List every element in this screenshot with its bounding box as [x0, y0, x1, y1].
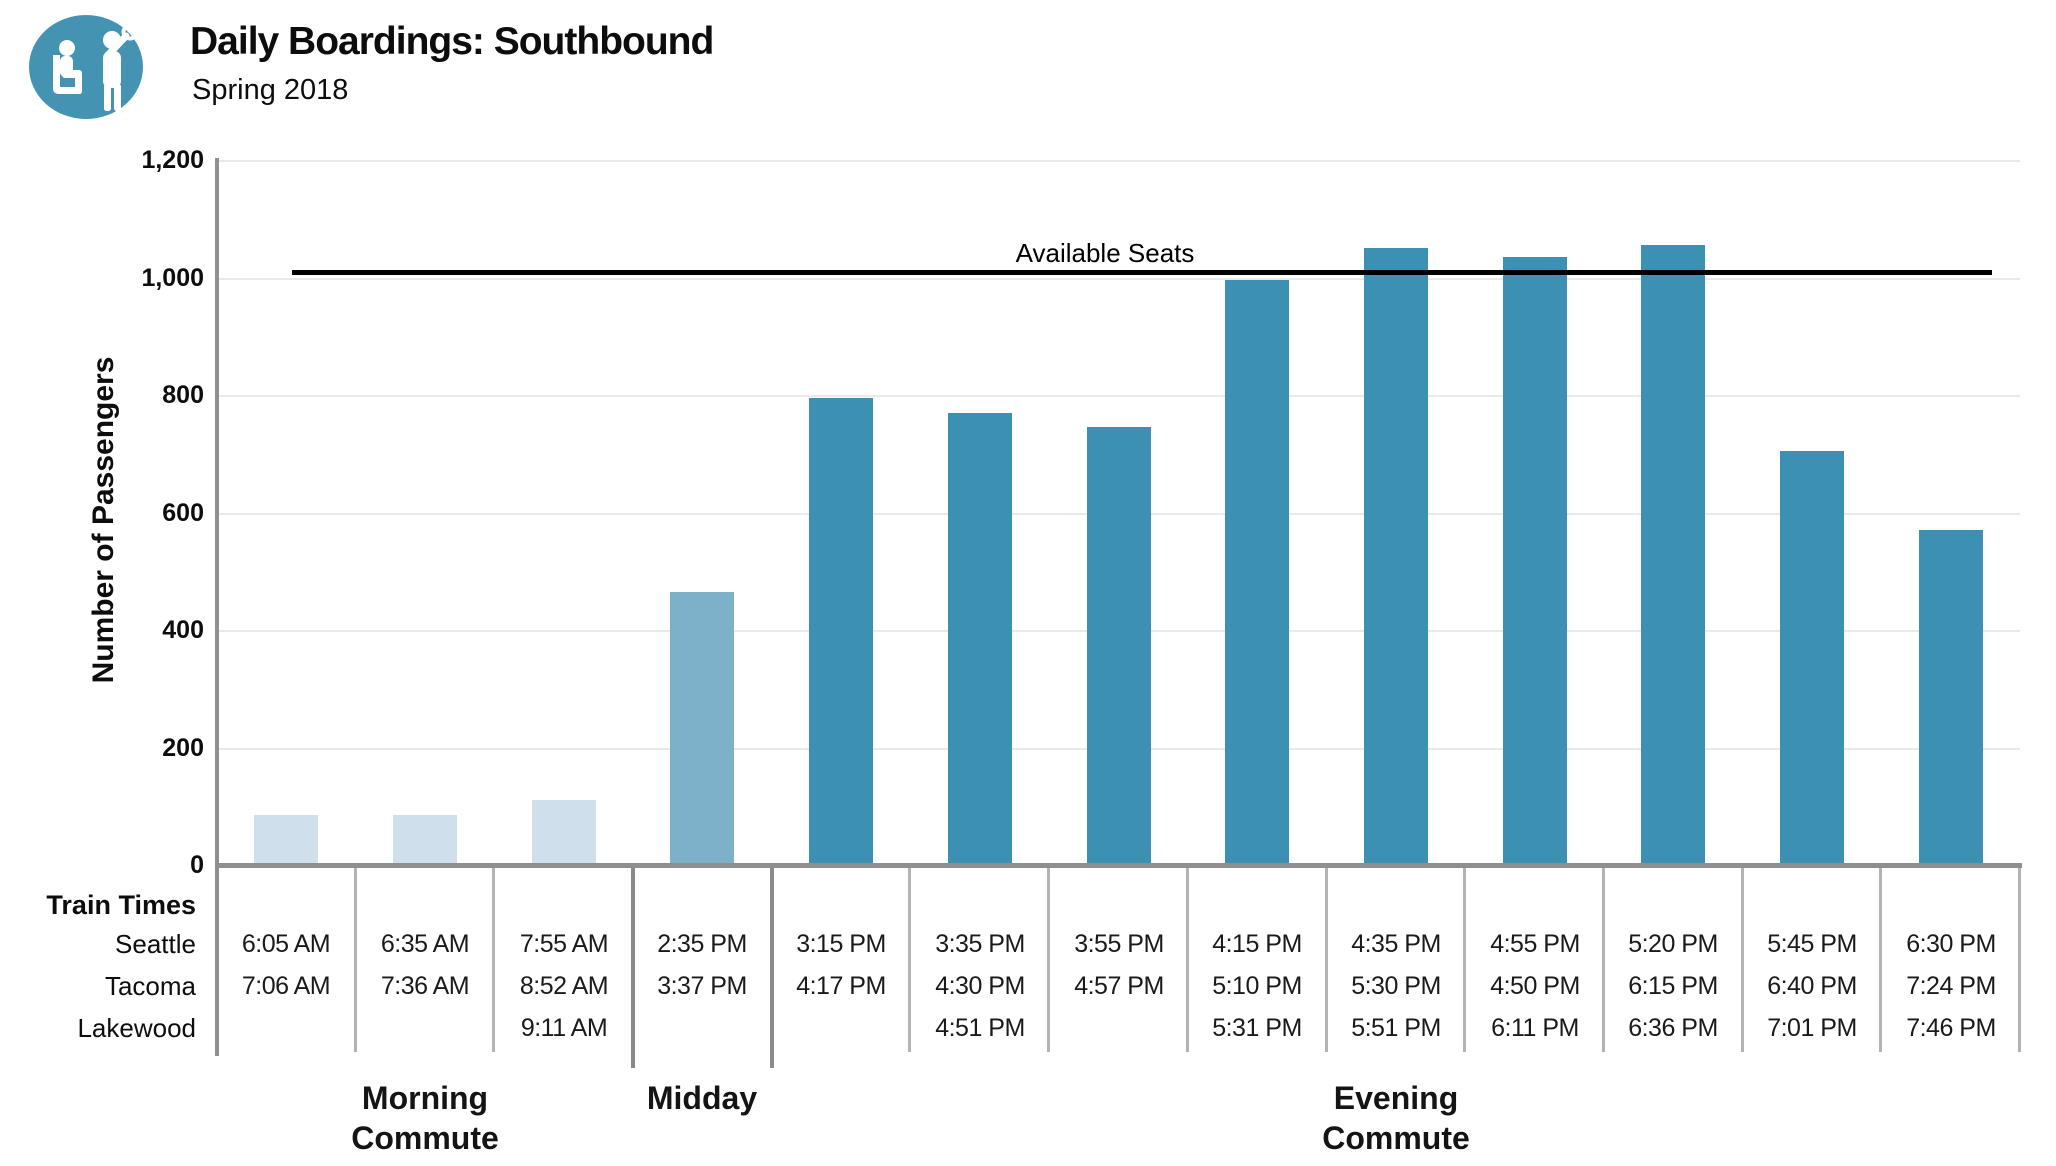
bar-midday [670, 592, 734, 864]
bar-evening [948, 413, 1012, 864]
grid-line [219, 278, 2020, 280]
train-time-cell: 5:30 PM [1351, 972, 1441, 1000]
y-axis-line [215, 158, 219, 1056]
period-group-label: Evening Commute [1322, 1080, 1470, 1156]
station-row-label: Tacoma [104, 971, 196, 1001]
bar-evening [809, 398, 873, 864]
bar-evening [1364, 248, 1428, 864]
table-column-divider [1047, 868, 1050, 1052]
station-row-label: Lakewood [77, 1013, 196, 1043]
page-subtitle: Spring 2018 [192, 74, 349, 106]
train-time-cell: 3:37 PM [657, 972, 747, 1000]
train-times-header: Train Times [46, 890, 196, 920]
train-time-cell: 6:30 PM [1906, 930, 1996, 958]
table-column-divider [1186, 868, 1189, 1052]
period-group-label: Midday [646, 1080, 758, 1116]
table-column-divider [1602, 868, 1605, 1052]
train-time-cell: 6:05 AM [241, 930, 331, 958]
train-time-cell: 4:51 PM [935, 1014, 1025, 1042]
train-time-cell: 5:20 PM [1628, 930, 1718, 958]
train-time-cell: 7:55 AM [519, 930, 609, 958]
bar-evening [1503, 257, 1567, 864]
table-column-divider [1325, 868, 1328, 1052]
train-time-cell: 4:17 PM [796, 972, 886, 1000]
train-time-cell: 7:24 PM [1906, 972, 1996, 1000]
grid-line [219, 395, 2020, 397]
grid-line [219, 160, 2020, 162]
y-tick-label: 400 [162, 616, 204, 644]
available-seats-label: Available Seats [1015, 238, 1195, 268]
table-column-divider [1879, 868, 1882, 1052]
bar-morning [532, 800, 596, 864]
train-time-cell: 5:45 PM [1767, 930, 1857, 958]
bar-evening [1780, 451, 1844, 864]
table-column-divider [770, 868, 774, 1068]
table-column-divider [354, 868, 357, 1052]
period-group-label: Morning Commute [351, 1080, 499, 1156]
train-time-cell: 4:35 PM [1351, 930, 1441, 958]
train-time-cell: 5:51 PM [1351, 1014, 1441, 1042]
y-tick-label: 1,200 [141, 146, 204, 174]
bar-evening [1641, 245, 1705, 864]
train-time-cell: 3:55 PM [1074, 930, 1164, 958]
train-time-cell: 6:40 PM [1767, 972, 1857, 1000]
x-axis-baseline [215, 863, 2022, 868]
train-time-cell: 6:15 PM [1628, 972, 1718, 1000]
train-time-cell: 7:06 AM [241, 972, 331, 1000]
train-time-cell: 6:11 PM [1491, 1014, 1579, 1042]
train-time-cell: 7:36 AM [380, 972, 470, 1000]
table-column-divider [2018, 868, 2021, 1052]
train-time-cell: 4:50 PM [1490, 972, 1580, 1000]
train-time-cell: 9:11 AM [520, 1014, 608, 1042]
train-time-cell: 6:35 AM [380, 930, 470, 958]
train-time-cell: 4:15 PM [1212, 930, 1302, 958]
y-tick-label: 1,000 [141, 264, 204, 292]
table-column-divider [1463, 868, 1466, 1052]
train-time-cell: 4:30 PM [935, 972, 1025, 1000]
table-column-divider [908, 868, 911, 1052]
station-row-label: Seattle [115, 929, 196, 959]
y-tick-label: 0 [190, 851, 204, 879]
bar-morning [254, 815, 318, 864]
y-tick-label: 800 [162, 381, 204, 409]
transit-rider-icon [24, 8, 148, 131]
available-seats-line [292, 270, 1992, 275]
y-tick-label: 200 [162, 734, 204, 762]
train-time-cell: 3:15 PM [796, 930, 886, 958]
bar-morning [393, 815, 457, 864]
train-time-cell: 5:10 PM [1212, 972, 1302, 1000]
bar-evening [1919, 530, 1983, 864]
train-time-cell: 5:31 PM [1212, 1014, 1302, 1042]
train-time-cell: 3:35 PM [935, 930, 1025, 958]
train-time-cell: 6:36 PM [1628, 1014, 1718, 1042]
bar-evening [1087, 427, 1151, 864]
page-title: Daily Boardings: Southbound [190, 20, 714, 63]
bar-evening [1225, 280, 1289, 864]
table-column-divider [1741, 868, 1744, 1052]
table-column-divider [492, 868, 495, 1052]
train-time-cell: 4:55 PM [1490, 930, 1580, 958]
train-time-cell: 4:57 PM [1074, 972, 1164, 1000]
train-time-cell: 2:35 PM [657, 930, 747, 958]
train-time-cell: 7:01 PM [1767, 1014, 1857, 1042]
table-column-divider [631, 868, 635, 1068]
y-tick-label: 600 [162, 499, 204, 527]
train-time-cell: 8:52 AM [519, 972, 609, 1000]
train-time-cell: 7:46 PM [1906, 1014, 1996, 1042]
